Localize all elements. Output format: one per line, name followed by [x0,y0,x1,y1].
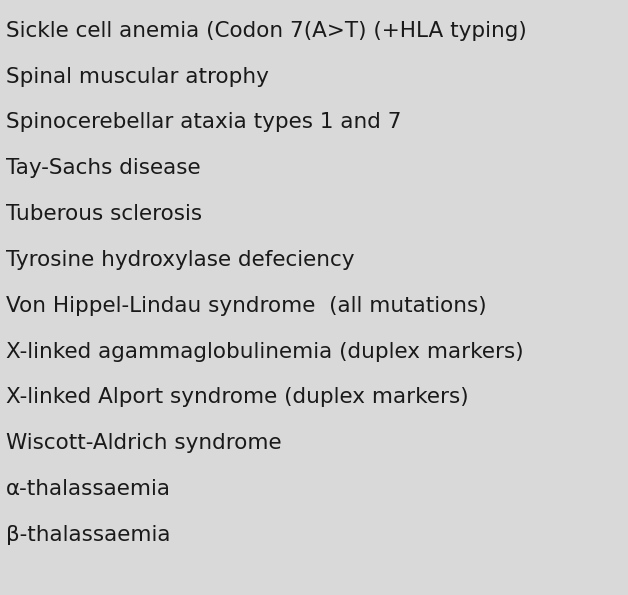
Text: X-linked agammaglobulinemia (duplex markers): X-linked agammaglobulinemia (duplex mark… [6,342,524,362]
Text: Tay-Sachs disease: Tay-Sachs disease [6,158,201,178]
Text: α-thalassaemia: α-thalassaemia [6,479,171,499]
Text: Sickle cell anemia (Codon 7(A>T) (+HLA typing): Sickle cell anemia (Codon 7(A>T) (+HLA t… [6,21,527,41]
Text: Tyrosine hydroxylase defeciency: Tyrosine hydroxylase defeciency [6,250,355,270]
Text: Spinocerebellar ataxia types 1 and 7: Spinocerebellar ataxia types 1 and 7 [6,112,402,133]
Text: X-linked Alport syndrome (duplex markers): X-linked Alport syndrome (duplex markers… [6,387,469,408]
Text: β-thalassaemia: β-thalassaemia [6,525,171,545]
Text: Spinal muscular atrophy: Spinal muscular atrophy [6,67,269,87]
Text: Tuberous sclerosis: Tuberous sclerosis [6,204,202,224]
Text: Von Hippel-Lindau syndrome  (all mutations): Von Hippel-Lindau syndrome (all mutation… [6,296,487,316]
Text: Wiscott-Aldrich syndrome: Wiscott-Aldrich syndrome [6,433,282,453]
